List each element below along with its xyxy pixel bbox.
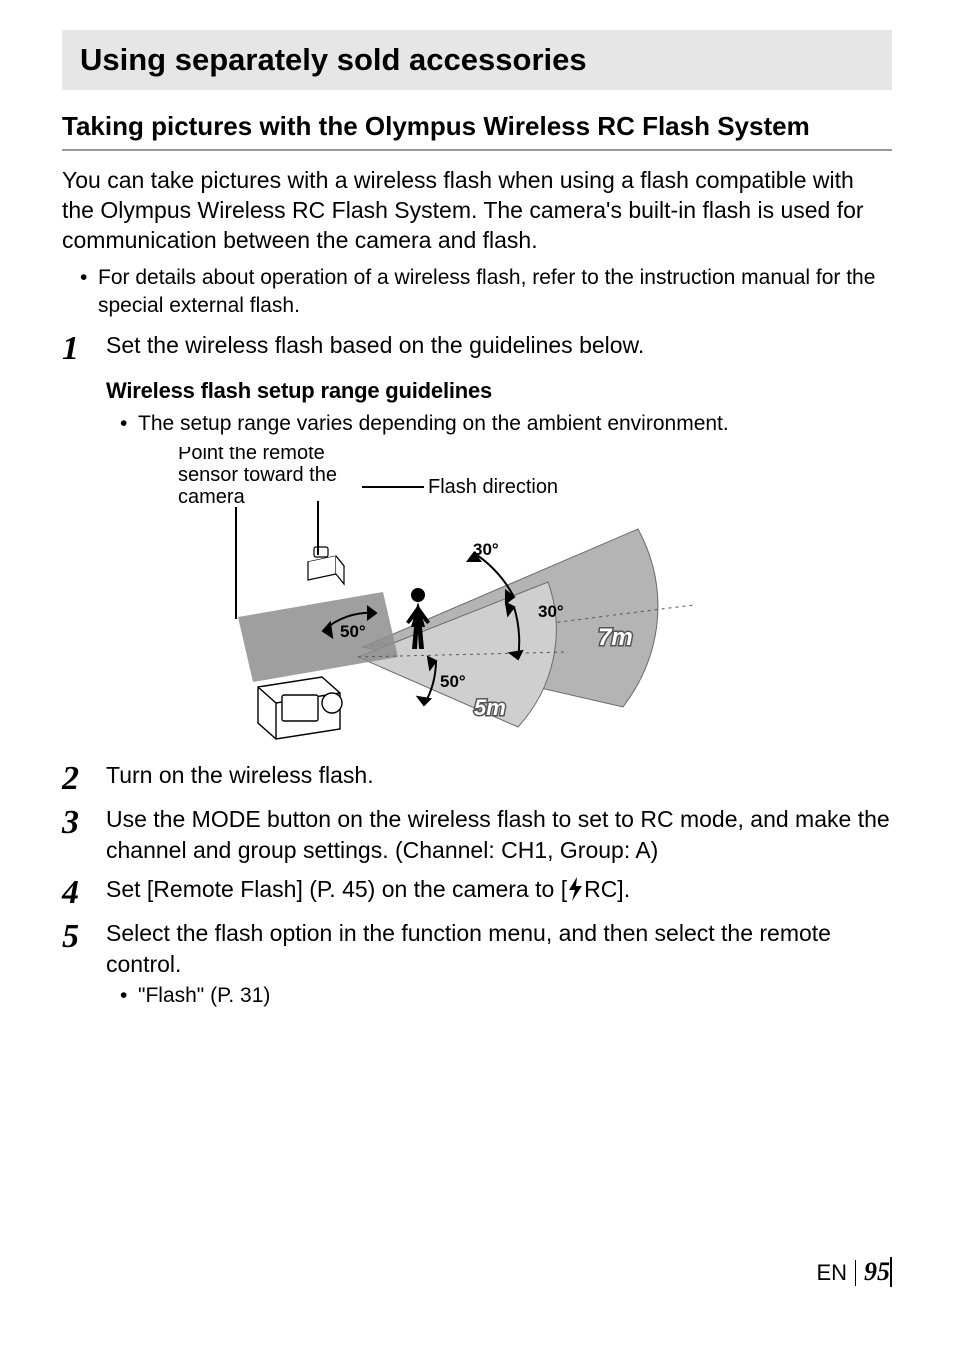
footer-language: EN xyxy=(816,1260,856,1286)
distance-5m: 5m xyxy=(474,695,506,720)
footer-page-number: 95 xyxy=(856,1257,890,1287)
step-text: Use the MODE button on the wireless flas… xyxy=(106,804,892,866)
camera-icon xyxy=(258,677,342,739)
flash-bolt-icon xyxy=(567,877,584,901)
angle-30-upper: 30° xyxy=(473,540,499,559)
callout-sensor-line1: Point the remote sensor toward the camer… xyxy=(178,447,343,508)
step-number: 2 xyxy=(62,760,106,796)
step-5-bullet-text: "Flash" (P. 31) xyxy=(138,982,270,1010)
range-diagram: 30° 30° 50° 50° 7m 5m Point the remote s… xyxy=(118,447,892,752)
section-title: Taking pictures with the Olympus Wireles… xyxy=(62,110,892,151)
flash-unit-icon xyxy=(308,547,344,584)
step-5-sub: • "Flash" (P. 31) xyxy=(106,982,892,1010)
chapter-title-bar: Using separately sold accessories xyxy=(62,30,892,90)
step-text: Select the flash option in the function … xyxy=(106,918,892,980)
sub-bullet: • The setup range varies depending on th… xyxy=(106,410,892,438)
bullet-dot-icon: • xyxy=(120,410,138,438)
sub-heading: Wireless flash setup range guidelines xyxy=(106,378,892,404)
bullet-dot-icon: • xyxy=(80,264,98,292)
step-4-text-b: RC]. xyxy=(584,876,630,902)
ground-shadow xyxy=(238,592,398,682)
step-number: 5 xyxy=(62,918,106,954)
step-text: Turn on the wireless flash. xyxy=(106,760,892,791)
angle-30-lower: 30° xyxy=(538,602,564,621)
step-5-bullet: • "Flash" (P. 31) xyxy=(106,982,892,1010)
step-1-sub: Wireless flash setup range guidelines • … xyxy=(106,378,892,438)
step-2: 2 Turn on the wireless flash. xyxy=(62,760,892,796)
angle-50-right: 50° xyxy=(440,672,466,691)
intro-bullet: • For details about operation of a wirel… xyxy=(62,264,892,321)
sub-bullet-text: The setup range varies depending on the … xyxy=(138,410,729,438)
step-4-text-a: Set [Remote Flash] (P. 45) on the camera… xyxy=(106,876,567,902)
intro-paragraph: You can take pictures with a wireless fl… xyxy=(62,165,892,256)
step-3: 3 Use the MODE button on the wireless fl… xyxy=(62,804,892,866)
step-text: Set the wireless flash based on the guid… xyxy=(106,330,892,361)
bullet-dot-icon: • xyxy=(120,982,138,1010)
page-footer: EN 95 xyxy=(816,1257,892,1287)
step-number: 4 xyxy=(62,874,106,910)
step-4: 4 Set [Remote Flash] (P. 45) on the came… xyxy=(62,874,892,910)
chapter-title: Using separately sold accessories xyxy=(80,42,874,78)
range-diagram-svg: 30° 30° 50° 50° 7m 5m Point the remote s… xyxy=(118,447,768,747)
page: Using separately sold accessories Taking… xyxy=(0,0,954,1010)
step-5: 5 Select the flash option in the functio… xyxy=(62,918,892,980)
callout-flash-direction: Flash direction xyxy=(428,476,558,498)
step-1: 1 Set the wireless flash based on the gu… xyxy=(62,330,892,366)
intro-bullet-text: For details about operation of a wireles… xyxy=(98,264,892,321)
step-number: 1 xyxy=(62,330,106,366)
step-number: 3 xyxy=(62,804,106,840)
distance-7m: 7m xyxy=(598,624,633,651)
step-text: Set [Remote Flash] (P. 45) on the camera… xyxy=(106,874,892,905)
